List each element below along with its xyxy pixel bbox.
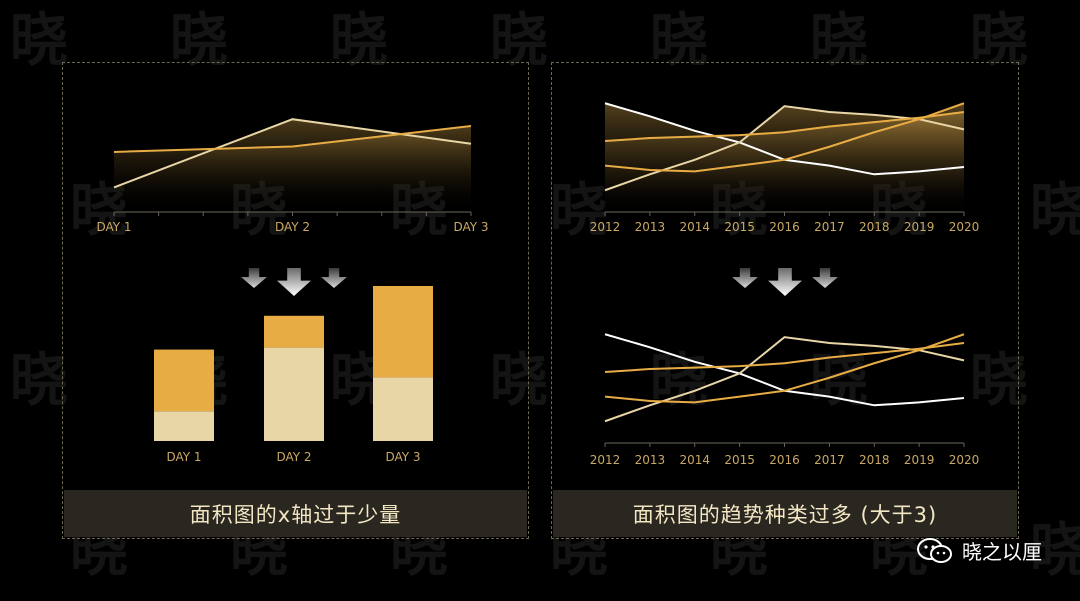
- right-line-chart: 2012 2013 2014 2015 2016 2017 2018 2019 2020: [590, 333, 980, 467]
- right-area-tick-label: 2014: [679, 220, 710, 234]
- left-area-chart: DAY 1 DAY 2 DAY 3: [96, 118, 489, 234]
- right-line-series: [604, 341, 965, 373]
- right-area-series-line: [604, 110, 965, 142]
- right-area-tick-label: 2013: [635, 220, 666, 234]
- left-area-series-line: [113, 118, 472, 189]
- stacked-bar-segment: [154, 411, 214, 441]
- right-line-series: [604, 333, 965, 404]
- right-area-tick-label: 2018: [859, 220, 890, 234]
- bar-category-label: DAY 3: [385, 450, 420, 464]
- right-area-tick-label: 2019: [904, 220, 935, 234]
- right-area-tick-label: 2012: [590, 220, 621, 234]
- right-caption: 面积图的趋势种类过多 (大于3): [553, 490, 1017, 537]
- watermark-glyph: 晓: [1030, 516, 1080, 584]
- right-down-arrows: [732, 268, 838, 296]
- left-area-tick-label: DAY 1: [96, 220, 131, 234]
- stacked-bar-segment: [264, 315, 324, 348]
- watermark-glyph: 晓: [550, 176, 608, 244]
- down-arrow-icon: [277, 268, 311, 296]
- right-area-chart: 2012 2013 2014 2015 2016 2017 2018 2019 2020: [590, 102, 980, 234]
- watermark-glyph: 晓: [1030, 176, 1080, 244]
- left-area-tick-label: DAY 2: [275, 220, 310, 234]
- left-area-series-line: [113, 125, 472, 153]
- right-line-tick-label: 2016: [769, 453, 800, 467]
- right-area-tick-label: 2017: [814, 220, 845, 234]
- bar-category-label: DAY 2: [276, 450, 311, 464]
- stacked-bar-segment: [154, 349, 214, 412]
- bar-category-label: DAY 1: [166, 450, 201, 464]
- right-line-tick-label: 2020: [949, 453, 980, 467]
- left-caption: 面积图的x轴过于少量: [64, 490, 527, 537]
- down-arrow-icon: [732, 268, 758, 288]
- stacked-bar-segment: [264, 347, 324, 441]
- stacked-bar-segment: [373, 285, 433, 378]
- down-arrow-icon: [241, 268, 267, 288]
- right-line-tick-label: 2013: [635, 453, 666, 467]
- watermark-glyph: 晓: [490, 346, 548, 414]
- stacked-bar-segment: [373, 377, 433, 441]
- wechat-icon: [917, 537, 952, 563]
- left-area-area-fill: [114, 126, 471, 212]
- right-line-tick-label: 2018: [859, 453, 890, 467]
- right-line-tick-label: 2015: [724, 453, 755, 467]
- right-comparison-panel: 面积图的趋势种类过多 (大于3): [551, 62, 1019, 539]
- right-line-tick-label: 2012: [590, 453, 621, 467]
- author-name: 晓之以厘: [962, 540, 1042, 564]
- right-line-tick-label: 2017: [814, 453, 845, 467]
- watermark-glyph: 晓: [10, 346, 68, 414]
- left-comparison-panel: 面积图的x轴过于少量: [62, 62, 529, 539]
- right-line-tick-label: 2019: [904, 453, 935, 467]
- right-area-series-line: [604, 102, 965, 173]
- down-arrow-icon: [768, 268, 802, 296]
- background-watermark-pattern: 晓晓晓晓晓晓晓晓晓晓晓晓晓晓晓晓晓晓晓晓晓晓晓晓晓晓晓晓晓晓晓晓: [10, 6, 1080, 584]
- left-down-arrows: [241, 268, 347, 296]
- left-area-tick-label: DAY 3: [453, 220, 488, 234]
- right-area-tick-label: 2020: [949, 220, 980, 234]
- right-line-tick-label: 2014: [679, 453, 710, 467]
- down-arrow-icon: [321, 268, 347, 288]
- right-area-tick-label: 2016: [769, 220, 800, 234]
- watermark-glyph: 晓: [10, 6, 68, 74]
- left-stacked-bar-chart: DAY 1 DAY 2 DAY 3: [154, 285, 433, 464]
- down-arrow-icon: [812, 268, 838, 288]
- right-area-tick-label: 2015: [724, 220, 755, 234]
- author-watermark: 晓之以厘: [916, 536, 1042, 565]
